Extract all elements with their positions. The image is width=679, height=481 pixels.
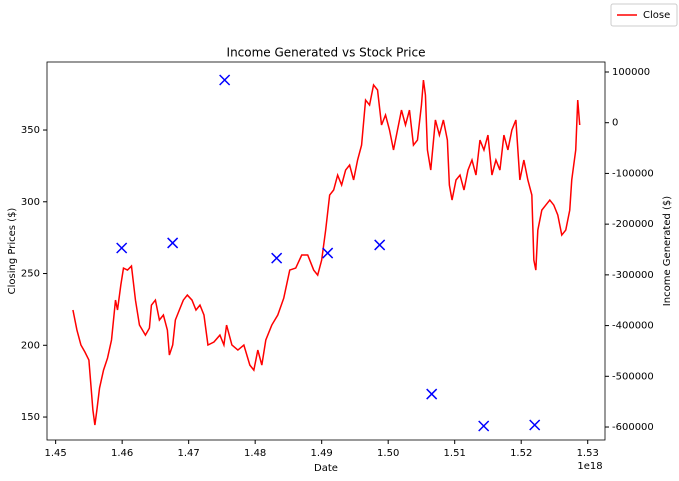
scatter-point	[219, 74, 231, 86]
scatter-point	[271, 252, 283, 264]
y-tick-label: 350	[21, 125, 40, 136]
y-tick-label: 150	[21, 412, 40, 423]
y2-tick-label: 100000	[612, 67, 650, 78]
y-tick-label: 250	[21, 269, 40, 280]
scatter-point	[322, 247, 334, 259]
y2-tick-label: 0	[612, 118, 618, 129]
x-tick-label: 1.53	[577, 448, 599, 459]
x-axis-label: Date	[314, 463, 338, 474]
y2-tick-label: -100000	[612, 168, 654, 179]
scatter-point	[478, 420, 490, 432]
x-tick-label: 1.49	[311, 448, 333, 459]
y2-axis-label: Income Generated ($)	[662, 196, 673, 306]
scatter-point	[529, 419, 541, 431]
x-tick-label: 1.50	[377, 448, 399, 459]
y2-tick-label: -600000	[612, 422, 654, 433]
y-tick-label: 200	[21, 340, 40, 351]
x-tick-label: 1.48	[244, 448, 266, 459]
y2-tick-label: -300000	[612, 270, 654, 281]
y2-tick-label: -500000	[612, 371, 654, 382]
y2-tick-label: -200000	[612, 219, 654, 230]
x-tick-label: 1.51	[444, 448, 466, 459]
plot-frame	[46, 61, 606, 441]
y-axis-label: Closing Prices ($)	[7, 208, 18, 295]
x-tick-label: 1.46	[111, 448, 133, 459]
scatter-point	[116, 242, 128, 254]
y-tick-label: 300	[21, 197, 40, 208]
scatter-point	[426, 388, 438, 400]
x-tick-label: 1.47	[178, 448, 200, 459]
scatter-point	[167, 237, 179, 249]
legend-box	[610, 3, 678, 27]
x-tick-label: 1.45	[45, 448, 67, 459]
y2-tick-label: -400000	[612, 321, 654, 332]
chart-title: Income Generated vs Stock Price	[227, 46, 426, 60]
scatter-point	[374, 239, 386, 251]
legend-label: Close	[643, 10, 670, 21]
x-tick-label: 1.52	[510, 448, 532, 459]
line	[72, 79, 581, 426]
x-offset-label: 1e18	[577, 461, 602, 472]
